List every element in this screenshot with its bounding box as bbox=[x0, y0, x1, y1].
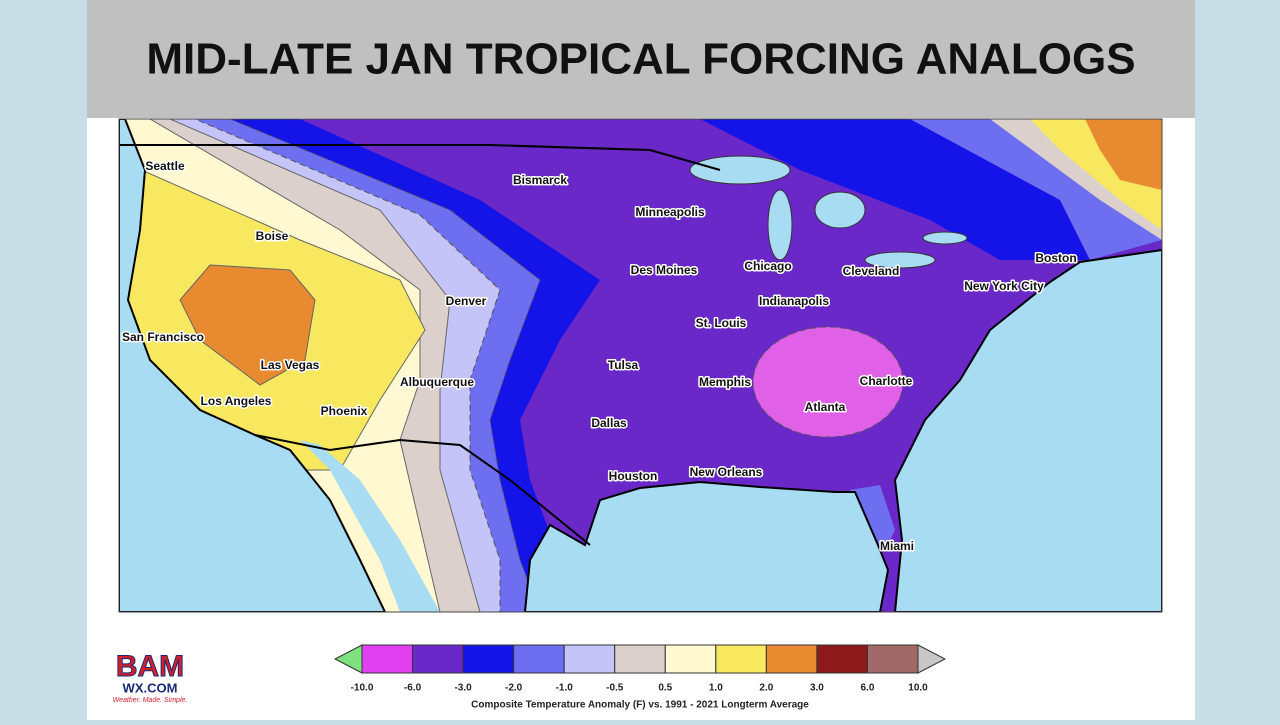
city-label: Des Moines bbox=[631, 263, 698, 277]
map-frame bbox=[118, 118, 1163, 613]
city-label: New Orleans bbox=[690, 465, 763, 479]
color-swatch bbox=[664, 644, 717, 674]
logo-site: WX.COM bbox=[123, 680, 178, 695]
title-band bbox=[87, 0, 1195, 118]
city-label: Minneapolis bbox=[635, 205, 705, 219]
legend-tick-label: 0.5 bbox=[658, 683, 672, 694]
band bbox=[700, 119, 1090, 260]
city-label: St. Louis bbox=[696, 316, 747, 330]
legend-tick-label: -6.0 bbox=[404, 683, 422, 694]
lake bbox=[689, 155, 791, 185]
band bbox=[850, 485, 895, 550]
city-label: Las Vegas bbox=[261, 358, 320, 372]
legend-tick-label: -0.5 bbox=[606, 683, 624, 694]
city-label: San Francisco bbox=[122, 330, 204, 344]
band bbox=[1085, 119, 1162, 190]
title: MID-LATE JAN TROPICAL FORCING ANALOGS bbox=[146, 35, 1135, 84]
city-label: Seattle bbox=[145, 159, 185, 173]
legend-tick-label: 6.0 bbox=[861, 683, 875, 694]
city-label: Albuquerque bbox=[400, 375, 474, 389]
color-swatch bbox=[462, 644, 515, 674]
color-swatch bbox=[614, 644, 666, 674]
legend-tick-label: -10.0 bbox=[351, 683, 374, 694]
map: Seattle Bismarck Minneapolis Boise Des Moine… bbox=[118, 118, 1163, 613]
city-label: Boston bbox=[1035, 251, 1076, 265]
legend-tick-label: 3.0 bbox=[810, 683, 824, 694]
city-label: Boise bbox=[256, 229, 289, 243]
ocean bbox=[523, 480, 890, 612]
city-label: Bismarck bbox=[513, 173, 567, 187]
logo: BAM WX.COM Weather. Made. Simple. bbox=[113, 649, 188, 704]
ocean bbox=[893, 248, 1162, 612]
border bbox=[119, 144, 721, 171]
color-swatch bbox=[513, 644, 565, 674]
color-swatch bbox=[765, 644, 818, 674]
city-label: New York City bbox=[964, 279, 1044, 293]
color-swatch bbox=[563, 644, 616, 674]
city-label: Los Angeles bbox=[201, 394, 272, 408]
city-label: Phoenix bbox=[321, 404, 368, 418]
color-swatch bbox=[361, 644, 414, 674]
city-label: Memphis bbox=[699, 375, 751, 389]
city-label: Tulsa bbox=[608, 358, 639, 372]
color-swatch bbox=[866, 644, 919, 674]
legend-tick-label: 2.0 bbox=[759, 683, 773, 694]
lake bbox=[767, 189, 793, 261]
city-label: Houston bbox=[609, 469, 658, 483]
city-label: Chicago bbox=[744, 259, 791, 273]
band bbox=[752, 326, 904, 438]
color-swatch bbox=[816, 644, 868, 674]
lake bbox=[864, 251, 936, 269]
band bbox=[910, 119, 1162, 260]
color-swatch bbox=[412, 644, 464, 674]
logo-name: BAM bbox=[116, 650, 184, 683]
city-label: Atlanta bbox=[805, 400, 846, 414]
city-label: Denver bbox=[446, 294, 487, 308]
city-label: Dallas bbox=[591, 416, 627, 430]
lake bbox=[814, 191, 866, 229]
legend-caption: Composite Temperature Anomaly (F) vs. 19… bbox=[471, 700, 809, 711]
legend-tick-label: -3.0 bbox=[454, 683, 472, 694]
legend-tick-label: 10.0 bbox=[908, 683, 928, 694]
ocean bbox=[119, 119, 387, 612]
lake bbox=[922, 231, 968, 245]
border bbox=[254, 434, 591, 546]
city-label: Miami bbox=[880, 539, 914, 553]
band bbox=[179, 264, 316, 386]
city-label: Charlotte bbox=[860, 374, 913, 388]
legend-tick-label: -2.0 bbox=[505, 683, 523, 694]
legend-tick-label: 1.0 bbox=[709, 683, 723, 694]
color-swatch bbox=[715, 644, 767, 674]
city-label: Cleveland bbox=[843, 264, 900, 278]
legend-tick-label: -1.0 bbox=[556, 683, 574, 694]
logo-tagline: Weather. Made. Simple. bbox=[113, 697, 188, 704]
gulf bbox=[300, 440, 440, 612]
city-label: Indianapolis bbox=[759, 294, 829, 308]
legend: -10.0 -6.0 -3.0 -2.0 -1.0 -0.5 0.5 1.0 2.0 3.0 6.0… bbox=[333, 644, 947, 711]
